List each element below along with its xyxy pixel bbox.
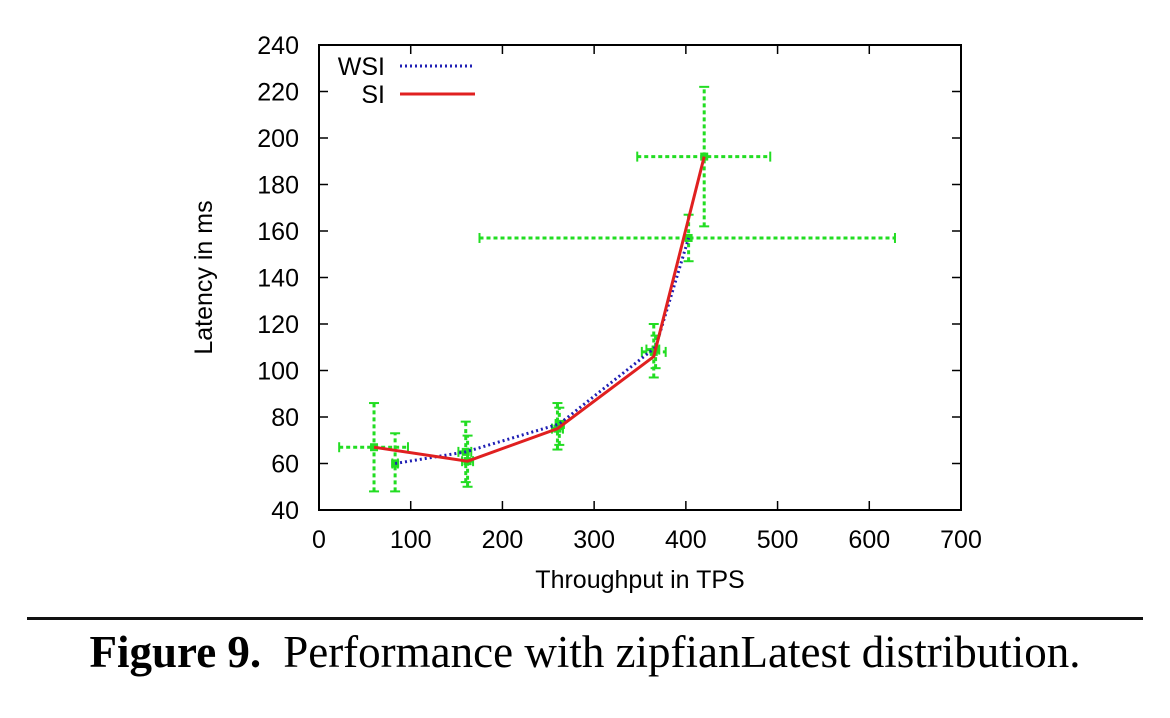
x-tick-label: 100 xyxy=(390,526,432,554)
x-tick-label: 200 xyxy=(482,526,524,554)
x-tick-label: 600 xyxy=(848,526,890,554)
y-tick-label: 120 xyxy=(257,311,299,339)
y-tick-label: 140 xyxy=(257,265,299,293)
legend-label-si: SI xyxy=(361,81,385,109)
series-lines xyxy=(373,156,706,465)
y-tick-label: 80 xyxy=(271,404,299,432)
figure-number: Figure 9. xyxy=(89,627,262,677)
x-tick-label: 700 xyxy=(940,526,982,554)
x-tick-label: 300 xyxy=(573,526,615,554)
x-tick-label: 0 xyxy=(312,526,326,554)
error-bars xyxy=(338,85,896,493)
legend-label-wsi: WSI xyxy=(338,53,385,81)
caption-text: Performance with zipfianLatest distribut… xyxy=(283,627,1081,677)
x-tick-label: 500 xyxy=(757,526,799,554)
y-tick-label: 40 xyxy=(271,497,299,525)
y-tick-label: 200 xyxy=(257,125,299,153)
y-tick-label: 240 xyxy=(257,32,299,60)
x-tick-label: 400 xyxy=(665,526,707,554)
x-axis-label: Throughput in TPS xyxy=(535,566,744,594)
chart: 0 100 200 300 400 500 600 700 40 60 80 100 120 140 160… xyxy=(190,32,982,594)
y-tick-label: 160 xyxy=(257,218,299,246)
caption-divider xyxy=(27,617,1143,620)
y-tick-label: 100 xyxy=(257,358,299,386)
series-line-si xyxy=(373,156,706,463)
y-tick-label: 220 xyxy=(257,79,299,107)
y-axis-label: Latency in ms xyxy=(190,200,218,354)
figure-caption: Figure 9. Performance with zipfianLatest … xyxy=(0,626,1170,678)
y-tick-label: 180 xyxy=(257,172,299,200)
y-tick-label: 60 xyxy=(271,451,299,479)
axis-ticks: 0 100 200 300 400 500 600 700 40 60 80 100 120 140 160… xyxy=(257,32,982,554)
data-point-marker xyxy=(555,419,564,428)
plot-frame xyxy=(318,44,962,511)
error-bar xyxy=(338,402,409,493)
